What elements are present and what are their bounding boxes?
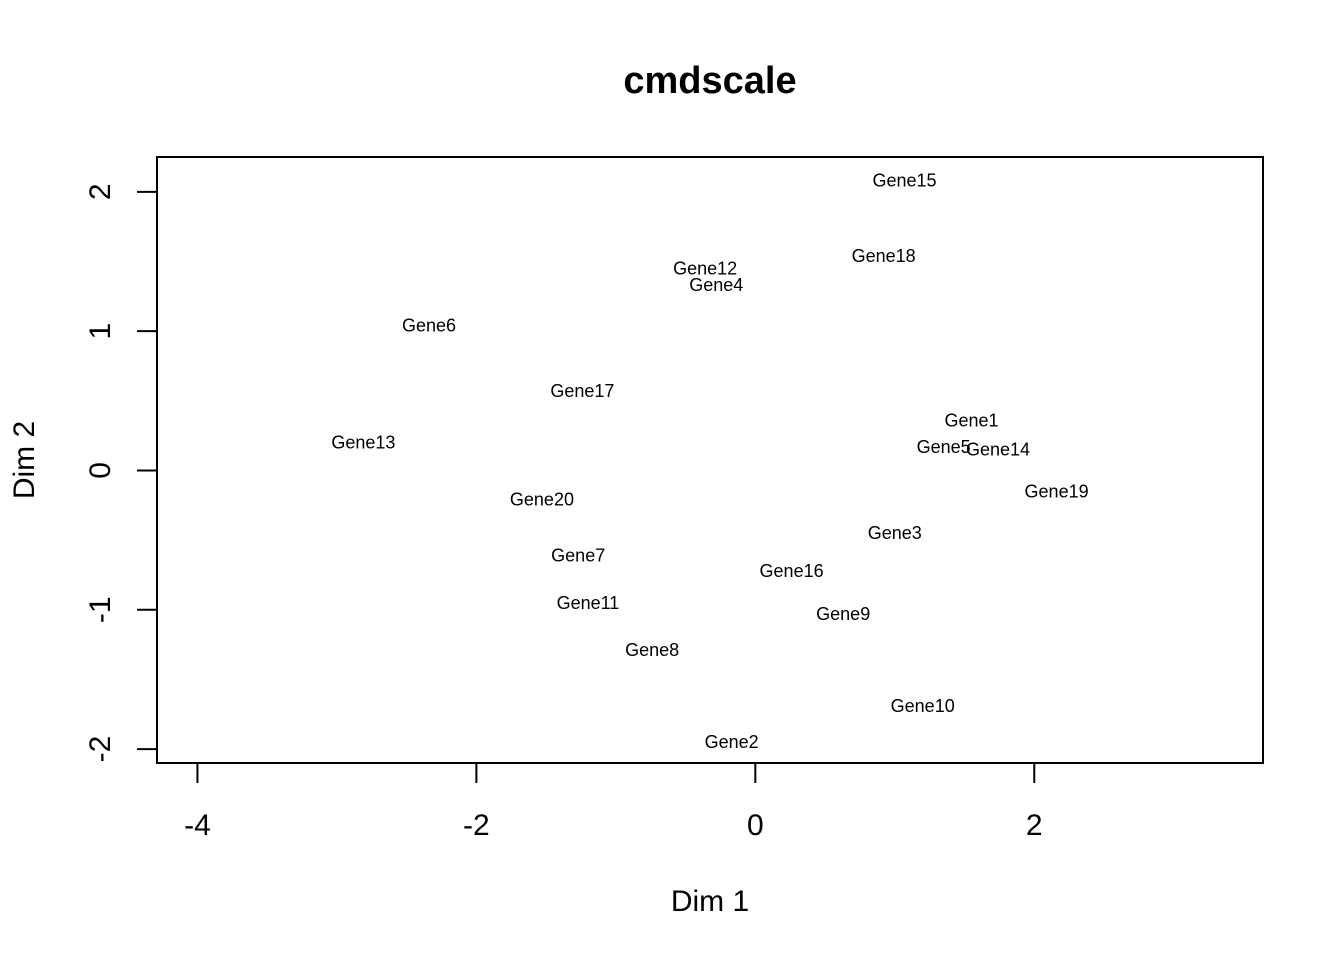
point-label: Gene18 — [852, 246, 916, 266]
point-label: Gene7 — [551, 545, 605, 565]
chart-title: cmdscale — [623, 60, 796, 102]
data-points: Gene1 Gene2 Gene3 Gene4 Gene5 Gene6 Gene7 Gene8… — [331, 171, 1088, 752]
point-label: Gene10 — [891, 696, 955, 716]
point-label: Gene2 — [705, 732, 759, 752]
x-axis-label: Dim 1 — [671, 885, 749, 918]
x-tick-label: -4 — [184, 809, 211, 842]
plot-frame — [156, 156, 1264, 764]
x-axis: -4 -2 0 2 — [184, 762, 1043, 842]
point-label: Gene11 — [557, 593, 620, 613]
point-label: Gene8 — [625, 640, 679, 660]
point-label: Gene4 — [689, 275, 743, 295]
point-label: Gene5 — [917, 437, 971, 457]
point-label: Gene13 — [331, 433, 395, 453]
y-tick-label: 0 — [84, 462, 117, 479]
point-label: Gene20 — [510, 490, 574, 510]
point-label: Gene17 — [550, 381, 614, 401]
point-label: Gene9 — [816, 604, 870, 624]
y-tick-label: -1 — [84, 596, 117, 623]
y-axis: -2 -1 0 1 2 — [84, 183, 158, 763]
y-axis-label: Dim 2 — [8, 421, 41, 499]
x-tick-label: -2 — [463, 809, 490, 842]
point-label: Gene6 — [402, 316, 456, 336]
x-tick-label: 2 — [1026, 809, 1043, 842]
point-label: Gene1 — [944, 410, 998, 430]
y-tick-label: 1 — [84, 323, 117, 340]
point-label: Gene19 — [1025, 481, 1089, 501]
x-tick-label: 0 — [747, 809, 764, 842]
point-label: Gene16 — [760, 561, 824, 581]
point-label: Gene15 — [873, 171, 937, 191]
point-label: Gene12 — [673, 258, 737, 278]
y-tick-label: 2 — [84, 183, 117, 200]
y-tick-label: -2 — [84, 736, 117, 763]
point-label: Gene3 — [868, 523, 922, 543]
point-label: Gene14 — [966, 440, 1030, 460]
